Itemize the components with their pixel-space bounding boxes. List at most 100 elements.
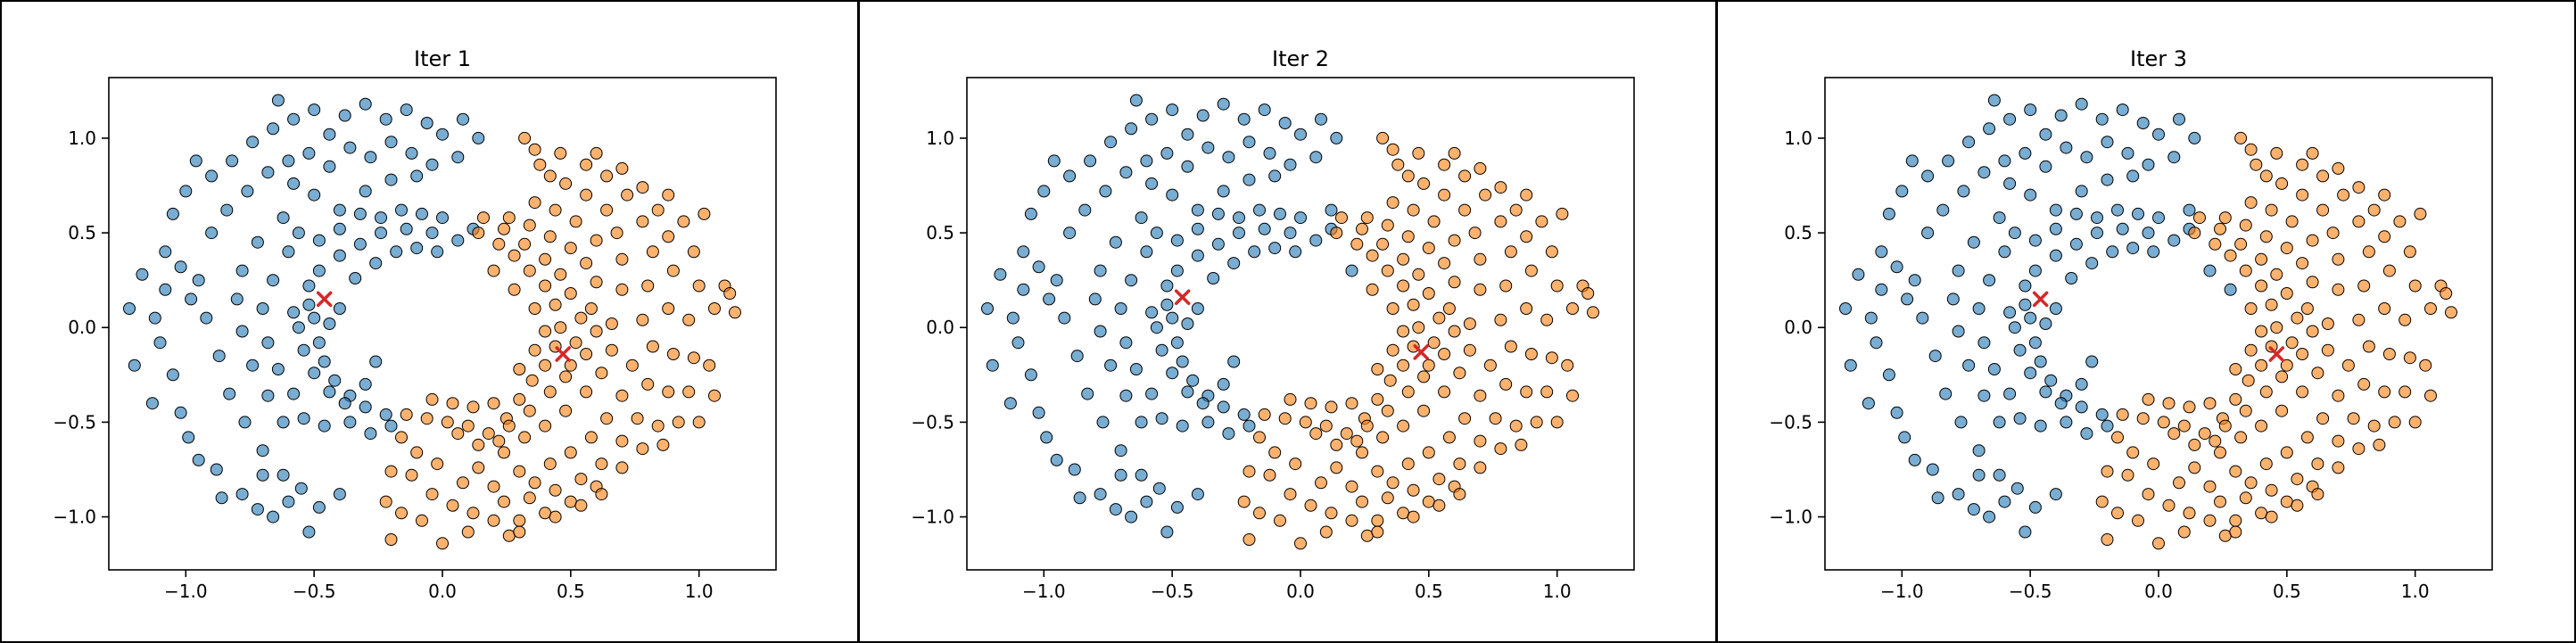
cluster-0-point xyxy=(2075,97,2088,111)
cluster-1-point xyxy=(1438,385,1451,399)
cluster-0-point xyxy=(192,453,205,466)
plot-area xyxy=(966,77,1635,571)
cluster-0-point xyxy=(230,293,244,306)
cluster-1-point xyxy=(549,483,562,497)
cluster-0-point xyxy=(364,427,377,441)
cluster-1-point xyxy=(2239,404,2252,417)
cluster-0-point xyxy=(1983,510,1996,523)
cluster-1-point xyxy=(1407,510,1420,523)
cluster-0-point xyxy=(1160,146,1174,160)
cluster-1-point xyxy=(590,146,603,160)
cluster-1-point xyxy=(641,377,655,391)
cluster-0-point xyxy=(1294,211,1307,225)
cluster-0-point xyxy=(2085,257,2099,270)
cluster-1-point xyxy=(425,488,439,501)
cluster-1-point xyxy=(1438,158,1451,171)
cluster-0-point xyxy=(1094,488,1107,501)
cluster-1-point xyxy=(395,431,408,444)
cluster-0-point xyxy=(1315,112,1327,126)
cluster-0-point xyxy=(1243,419,1256,433)
cluster-1-point xyxy=(2311,458,2324,471)
cluster-0-point xyxy=(2173,112,2185,126)
axis-ticks: −1.0 −0.5 0.0 0.5 1.0 −1.0 −0.5 0.0 0.5 1.0 xyxy=(1769,128,2429,602)
cluster-1-point xyxy=(487,480,500,493)
cluster-1-point xyxy=(2244,476,2258,490)
chart-title: Iter 3 xyxy=(2130,46,2187,71)
cluster-1-point xyxy=(682,313,696,326)
cluster-1-point xyxy=(487,264,500,277)
cluster-1-point xyxy=(1520,302,1533,315)
cluster-0-point xyxy=(271,94,285,107)
cluster-1-point xyxy=(528,343,541,357)
cluster-1-point xyxy=(1530,416,1543,429)
cluster-1-point xyxy=(2214,222,2226,235)
cluster-1-point xyxy=(2101,533,2114,546)
cluster-0-point xyxy=(282,495,295,508)
cluster-1-point xyxy=(2378,385,2391,399)
cluster-1-point xyxy=(677,215,690,228)
cluster-0-point xyxy=(251,235,264,249)
cluster-1-point xyxy=(723,287,737,300)
centroid-markers xyxy=(2032,291,2285,362)
cluster-0-point xyxy=(1024,207,1037,220)
cluster-1-point xyxy=(1391,158,1405,171)
cluster-1-point xyxy=(2224,249,2237,262)
cluster-1-point xyxy=(2424,302,2437,315)
cluster-0-point xyxy=(353,237,367,251)
cluster-1-point xyxy=(1371,363,1384,375)
cluster-1-point xyxy=(2280,242,2293,255)
cluster-0-point xyxy=(1166,367,1179,380)
cluster-0-point xyxy=(292,321,305,334)
y-tick-label: −1.0 xyxy=(53,507,96,528)
cluster-1-point xyxy=(513,514,526,527)
cluster-0-point xyxy=(1957,185,1970,198)
cluster-1-point xyxy=(1330,227,1343,240)
cluster-1-point xyxy=(605,343,618,357)
x-tick-label: −0.5 xyxy=(2009,581,2052,602)
cluster-0-point xyxy=(1094,264,1107,277)
cluster-1-point xyxy=(539,279,552,293)
cluster-1-point xyxy=(2367,419,2381,433)
cluster-1-point xyxy=(1253,507,1266,520)
cluster-0-point xyxy=(1073,491,1086,505)
cluster-0-point xyxy=(2075,185,2088,198)
cluster-0-point xyxy=(1140,154,1153,168)
cluster-1-point xyxy=(2116,408,2129,421)
cluster-0-point xyxy=(1936,203,1950,217)
cluster-1-point xyxy=(1494,215,1507,228)
cluster-1-point xyxy=(554,146,567,160)
cluster-0-point xyxy=(2116,103,2129,117)
y-tick-label: −0.5 xyxy=(911,411,954,433)
y-tick-label: −0.5 xyxy=(53,411,96,433)
cluster-0-point xyxy=(472,131,485,144)
cluster-0-point xyxy=(318,419,331,433)
cluster-0-point xyxy=(1170,264,1184,277)
cluster-1-point xyxy=(2291,499,2304,512)
plot-area xyxy=(1824,77,2493,571)
cluster-0-point xyxy=(1258,103,1271,117)
data-points xyxy=(1839,94,2457,550)
cluster-0-point xyxy=(166,368,179,382)
cluster-1-point xyxy=(2255,252,2268,266)
cluster-1-point xyxy=(600,203,614,217)
cluster-0-point xyxy=(1222,151,1235,164)
cluster-0-point xyxy=(1278,117,1292,129)
cluster-0-point xyxy=(1258,222,1271,235)
cluster-1-point xyxy=(703,359,716,372)
cluster-1-point xyxy=(1494,181,1507,194)
cluster-1-point xyxy=(1458,203,1472,217)
cluster-1-point xyxy=(1438,348,1451,360)
cluster-0-point xyxy=(1181,385,1194,399)
cluster-1-point xyxy=(2306,234,2319,247)
cluster-1-point xyxy=(1381,404,1394,417)
cluster-0-point xyxy=(390,245,403,259)
cluster-0-point xyxy=(2039,317,2052,330)
cluster-1-point xyxy=(405,468,418,482)
cluster-1-point xyxy=(2157,416,2170,429)
cluster-1-point xyxy=(2209,434,2222,448)
cluster-1-point xyxy=(1381,218,1394,232)
cluster-1-point xyxy=(420,412,433,425)
cluster-1-point xyxy=(729,306,741,319)
cluster-1-point xyxy=(2162,397,2176,410)
cluster-0-point xyxy=(1998,495,2011,508)
